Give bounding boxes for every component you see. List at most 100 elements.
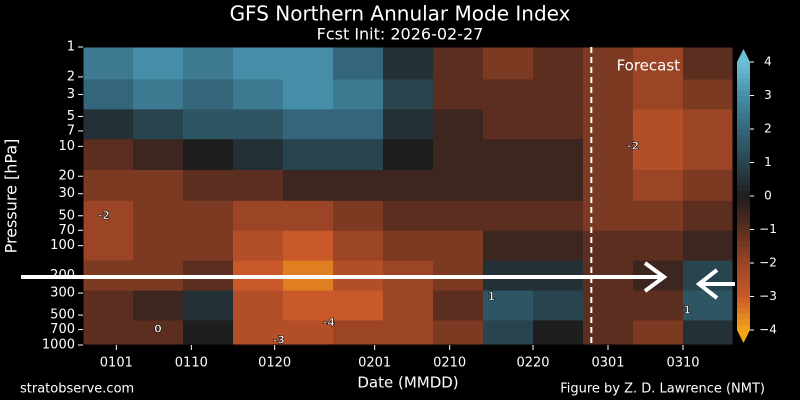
- contour-cell: [333, 109, 384, 140]
- colorbar-swatch: [737, 235, 750, 242]
- colorbar-swatch: [737, 324, 750, 331]
- contour-cell: [283, 139, 334, 171]
- colorbar-swatch: [737, 67, 750, 74]
- colorbar-swatch: [737, 223, 750, 230]
- colorbar-tick-label: 2: [764, 122, 772, 136]
- contour-cell: [283, 320, 334, 346]
- colorbar-swatch: [737, 296, 750, 303]
- contour-cell: [533, 290, 584, 322]
- x-tick-label: 0110: [175, 356, 208, 371]
- contour-cell: [683, 230, 734, 262]
- y-tick-label: 1000: [42, 338, 75, 353]
- colorbar-swatch: [737, 156, 750, 163]
- y-axis-label: Pressure [hPa]: [2, 139, 21, 254]
- contour-cell: [633, 170, 684, 202]
- contour-cell: [133, 109, 184, 140]
- y-tick-label: 5: [67, 109, 75, 124]
- contour-cell: [683, 170, 734, 202]
- colorbar-swatch: [737, 95, 750, 102]
- contour-cell: [133, 320, 184, 346]
- contour-cell: [583, 230, 634, 262]
- colorbar-swatch: [737, 134, 750, 141]
- contour-cell: [383, 200, 434, 232]
- colorbar-swatch: [737, 184, 750, 191]
- colorbar-tick-label: 1: [764, 155, 772, 169]
- contour-cell: [633, 79, 684, 110]
- x-tick-label: 0101: [100, 356, 133, 371]
- y-tick-label: 500: [50, 308, 75, 323]
- x-tick-label: 0310: [666, 356, 699, 371]
- y-tick-label: 10: [58, 139, 75, 154]
- y-tick-label: 50: [58, 208, 75, 223]
- contour-cell: [533, 200, 584, 232]
- colorbar-swatch: [737, 212, 750, 219]
- y-tick-label: 7: [67, 123, 75, 138]
- contour-cell: [483, 79, 534, 110]
- contour-cell: [433, 170, 484, 202]
- contour-cell: [533, 320, 584, 346]
- contour-cell: [683, 320, 734, 346]
- contour-label: -2: [627, 139, 639, 152]
- colorbar-extend-top: [737, 49, 750, 62]
- author-credit: Figure by Z. D. Lawrence (NMT): [560, 382, 765, 397]
- contour-cell: [183, 109, 234, 140]
- contour-cell: [183, 290, 234, 322]
- colorbar-swatch: [737, 207, 750, 214]
- contour-cell: [133, 139, 184, 171]
- contour-cell: [433, 79, 484, 110]
- contour-cell: [433, 230, 484, 262]
- contour-cell: [533, 79, 584, 110]
- contour-cell: [433, 109, 484, 140]
- x-tick-label: 0301: [591, 356, 624, 371]
- contour-cell: [383, 139, 434, 171]
- contour-cell: [83, 139, 134, 171]
- colorbar-swatch: [737, 106, 750, 113]
- y-tick-label: 1: [67, 40, 75, 55]
- contour-cell: [183, 200, 234, 232]
- contour-cell: [683, 79, 734, 110]
- colorbar-swatch: [737, 123, 750, 130]
- arrow-head-right: [643, 261, 668, 293]
- contour-cell: [483, 109, 534, 140]
- contour-cell: [233, 290, 284, 322]
- contour-cell: [583, 170, 634, 202]
- contour-cell: [283, 109, 334, 140]
- contour-cell: [333, 290, 384, 322]
- contour-cell: [383, 109, 434, 140]
- contour-cell: [233, 47, 284, 81]
- contour-cell: [333, 230, 384, 262]
- x-tick-label: 0120: [258, 356, 291, 371]
- contour-cell: [383, 230, 434, 262]
- contour-cell: [433, 320, 484, 346]
- contour-cell: [83, 170, 134, 202]
- contour-cell: [483, 320, 534, 346]
- contour-label: 0: [154, 323, 162, 336]
- colorbar-tick-label: −2: [759, 256, 777, 270]
- colorbar-swatch: [737, 145, 750, 152]
- contour-cell: [83, 290, 134, 322]
- contour-cell: [483, 139, 534, 171]
- colorbar-swatch: [737, 201, 750, 208]
- contour-cell: [433, 290, 484, 322]
- chart-title: GFS Northern Annular Mode Index: [230, 2, 571, 26]
- colorbar-swatch: [737, 246, 750, 253]
- contour-cell: [433, 200, 484, 232]
- colorbar-swatch: [737, 274, 750, 281]
- y-tick-label: 100: [50, 238, 75, 253]
- contour-cell: [583, 109, 634, 140]
- contour-label: -3: [273, 333, 285, 346]
- contour-cell: [183, 139, 234, 171]
- contour-cell: [83, 200, 134, 232]
- x-tick-label: 0220: [516, 356, 549, 371]
- contour-cell: [83, 47, 134, 81]
- contour-cell: [183, 320, 234, 346]
- colorbar-swatch: [737, 179, 750, 186]
- contour-cell: [383, 47, 434, 81]
- x-tick-label: 0210: [433, 356, 466, 371]
- contour-cell: [333, 170, 384, 202]
- arrow-head-left: [695, 268, 719, 300]
- contour-cell: [433, 47, 484, 81]
- contour-cell: [683, 200, 734, 232]
- colorbar-tick-label: 4: [764, 55, 772, 69]
